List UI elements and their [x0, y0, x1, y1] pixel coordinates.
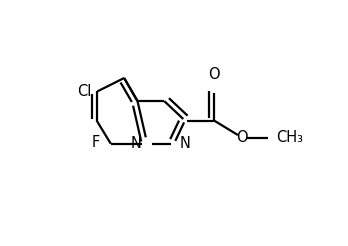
- Text: CH₃: CH₃: [276, 130, 303, 145]
- Text: N: N: [130, 136, 141, 151]
- Text: N: N: [180, 136, 191, 151]
- Text: Cl: Cl: [77, 84, 91, 99]
- Text: F: F: [92, 135, 100, 150]
- Text: O: O: [208, 67, 220, 82]
- Text: O: O: [236, 130, 248, 145]
